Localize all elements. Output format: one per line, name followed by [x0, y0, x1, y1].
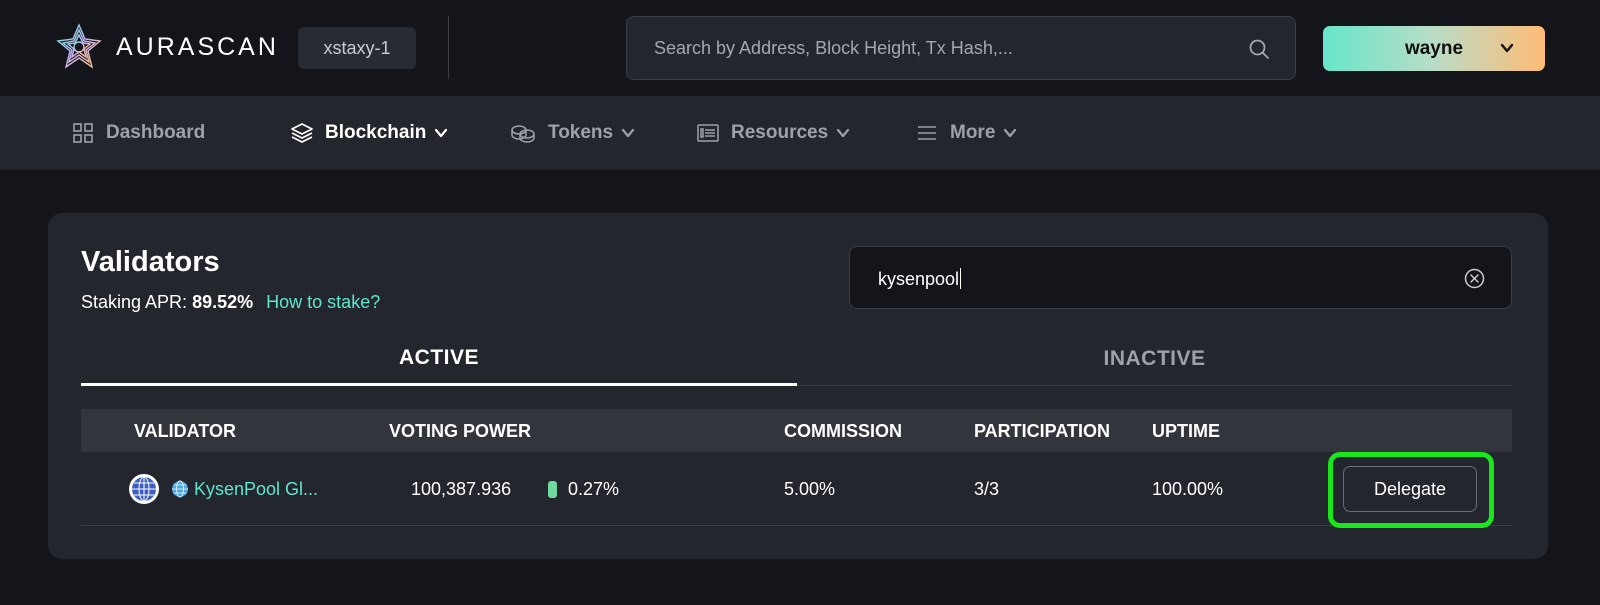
search-input[interactable]: Search by Address, Block Height, Tx Hash… — [626, 16, 1296, 80]
nav-label-blockchain: Blockchain — [325, 122, 427, 143]
coins-icon — [511, 125, 535, 143]
tab-inactive[interactable]: INACTIVE — [797, 333, 1512, 386]
chevron-down-icon — [1004, 128, 1017, 138]
validator-avatar — [129, 474, 159, 504]
nav-item-dashboard[interactable]: Dashboard — [72, 96, 205, 170]
voting-power-bar — [548, 481, 557, 498]
nav-label-tokens: Tokens — [548, 122, 614, 143]
participation-value: 3/3 — [974, 479, 1000, 499]
table-row: KysenPool Gl... 100,387.936 0.27% 5.00% … — [81, 452, 1512, 528]
commission-value: 5.00% — [784, 479, 836, 499]
layers-icon — [291, 123, 313, 143]
validator-search-value: kysenpool — [878, 269, 960, 289]
clear-icon[interactable] — [1464, 268, 1485, 289]
validators-card: Validators Staking APR: 89.52% How to st… — [48, 213, 1548, 559]
nav-item-blockchain[interactable]: Blockchain — [291, 96, 448, 170]
top-header: AURASCAN xstaxy-1 Search by Address, Blo… — [0, 0, 1600, 96]
wallet-account-button[interactable]: wayne — [1323, 26, 1545, 71]
globe-icon — [172, 480, 188, 498]
voting-power-percent: 0.27% — [568, 479, 620, 499]
grid-icon — [73, 123, 93, 143]
document-list-icon — [697, 124, 719, 142]
voting-power-value: 100,387.936 — [411, 479, 512, 499]
main-nav: Dashboard Blockchain Tokens — [0, 96, 1600, 170]
column-header-commission[interactable]: COMMISSION — [784, 421, 903, 441]
network-selector[interactable]: xstaxy-1 — [298, 27, 416, 69]
table-header: VALIDATOR VOTING POWER COMMISSION PARTIC… — [81, 409, 1512, 452]
nav-item-tokens[interactable]: Tokens — [510, 96, 635, 170]
search-icon[interactable] — [1247, 37, 1271, 61]
validator-name-link[interactable]: KysenPool Gl... — [194, 479, 319, 499]
aurascan-star-icon — [56, 23, 102, 69]
column-header-uptime[interactable]: UPTIME — [1152, 421, 1221, 441]
page-title: Validators — [81, 246, 220, 278]
tab-active[interactable]: ACTIVE — [81, 333, 797, 386]
apr-label: Staking APR: — [81, 292, 188, 312]
highlight-box — [1328, 452, 1494, 528]
column-header-participation[interactable]: PARTICIPATION — [974, 421, 1110, 441]
chevron-down-icon — [622, 128, 635, 138]
column-header-voting-power[interactable]: VOTING POWER — [389, 421, 532, 441]
aurascan-logo[interactable]: AURASCAN — [55, 23, 279, 71]
uptime-value: 100.00% — [1152, 479, 1224, 499]
chevron-down-icon — [837, 128, 850, 138]
header-divider — [448, 16, 449, 79]
chevron-down-icon — [1500, 43, 1514, 53]
nav-label-dashboard: Dashboard — [106, 122, 206, 143]
column-header-validator: VALIDATOR — [134, 421, 236, 441]
nav-item-resources[interactable]: Resources — [697, 96, 850, 170]
nav-label-more: More — [950, 122, 996, 143]
nav-item-more[interactable]: More — [916, 96, 1017, 170]
logo-text: AURASCAN — [116, 32, 279, 61]
wallet-label: wayne — [1404, 37, 1464, 59]
delegate-button[interactable]: Delegate — [1343, 466, 1477, 512]
how-to-stake-link[interactable]: How to stake? — [266, 292, 381, 312]
menu-icon — [918, 126, 936, 140]
nav-label-resources: Resources — [731, 122, 829, 143]
chevron-down-icon — [435, 128, 448, 138]
validator-search-input[interactable]: kysenpool — [849, 246, 1512, 309]
apr-value: 89.52% — [192, 292, 254, 312]
search-placeholder: Search by Address, Block Height, Tx Hash… — [654, 38, 1013, 58]
staking-apr: Staking APR: 89.52% How to stake? — [81, 292, 380, 313]
